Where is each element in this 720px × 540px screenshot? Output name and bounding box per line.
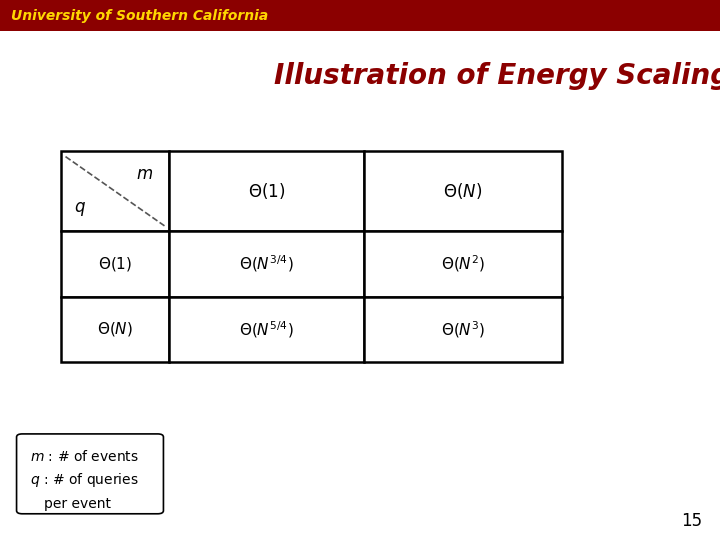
Bar — [168, 296, 364, 362]
Text: University of Southern California: University of Southern California — [11, 9, 268, 23]
Bar — [364, 296, 562, 362]
Bar — [168, 151, 364, 231]
Bar — [168, 231, 364, 296]
Text: $\Theta(N^{3})$: $\Theta(N^{3})$ — [441, 319, 485, 340]
Text: $\Theta(1)$: $\Theta(1)$ — [248, 181, 285, 201]
Text: 15: 15 — [681, 512, 702, 530]
Text: $\Theta(N^{2})$: $\Theta(N^{2})$ — [441, 253, 485, 274]
Bar — [364, 231, 562, 296]
Text: $\Theta(N)$: $\Theta(N)$ — [97, 320, 133, 338]
FancyBboxPatch shape — [17, 434, 163, 514]
Text: $m$ : # of events: $m$ : # of events — [30, 449, 138, 464]
Bar — [364, 151, 562, 231]
Text: $\Theta(N)$: $\Theta(N)$ — [444, 181, 482, 201]
Text: Illustration of Energy Scaling: Illustration of Energy Scaling — [274, 62, 720, 90]
Text: $q$: $q$ — [74, 200, 86, 218]
Text: $q$ : # of queries: $q$ : # of queries — [30, 471, 138, 489]
Text: $m$: $m$ — [136, 165, 153, 183]
Text: per event: per event — [44, 497, 111, 511]
Bar — [61, 231, 168, 296]
Text: $\Theta(N^{5/4})$: $\Theta(N^{5/4})$ — [239, 319, 294, 340]
Text: $\Theta(1)$: $\Theta(1)$ — [98, 255, 132, 273]
Bar — [61, 296, 168, 362]
Bar — [61, 151, 168, 231]
Text: $\Theta(N^{3/4})$: $\Theta(N^{3/4})$ — [239, 253, 294, 274]
Bar — [0, 0, 720, 31]
